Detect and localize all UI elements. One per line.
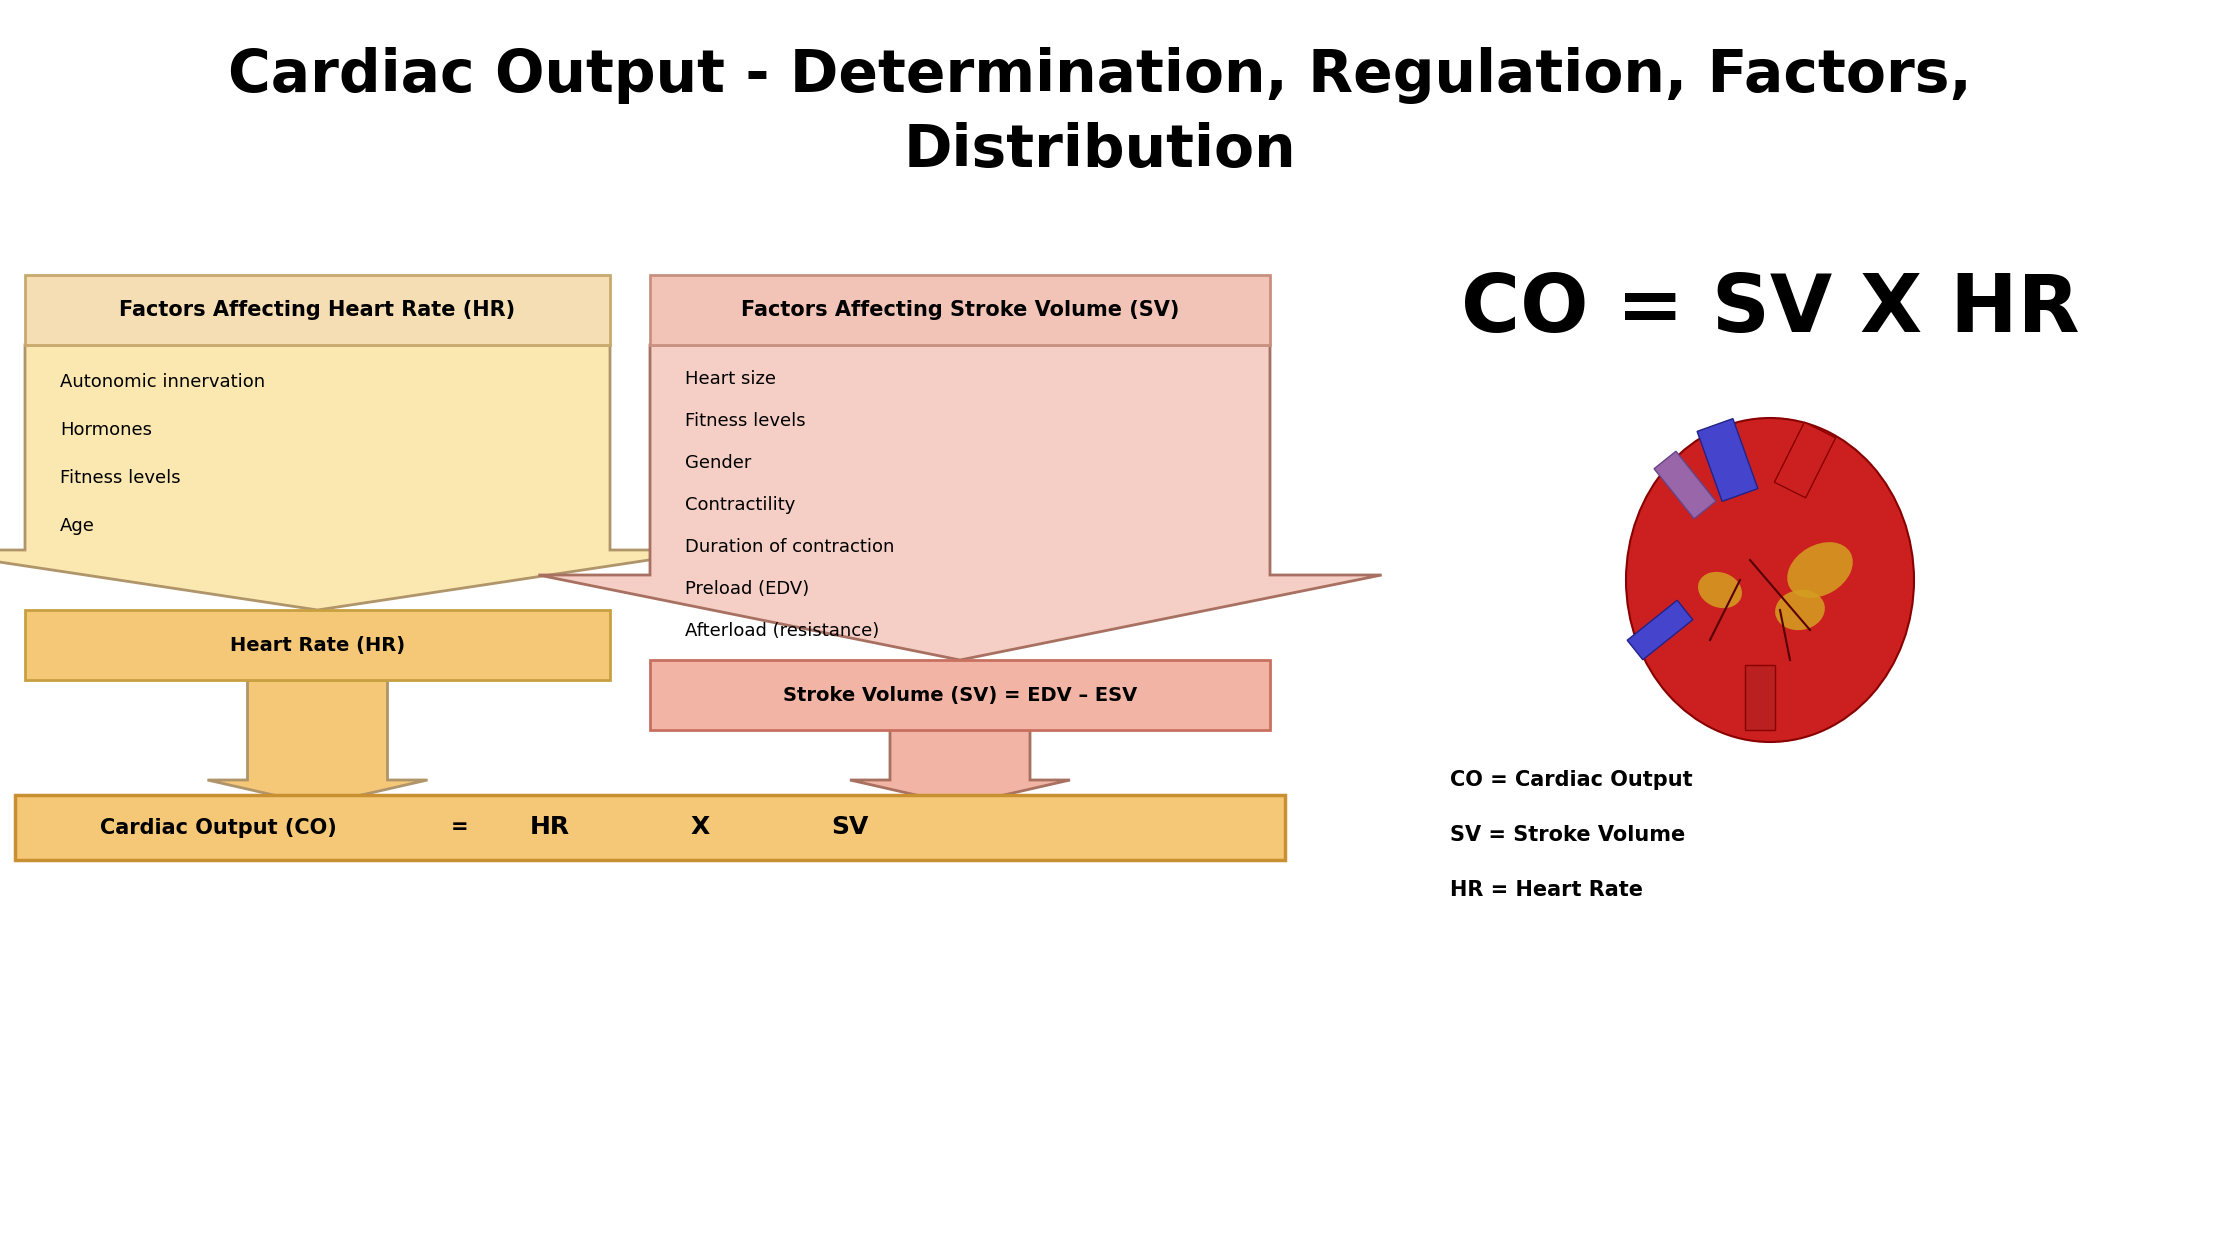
FancyArrow shape: [1745, 665, 1774, 730]
Text: Heart size: Heart size: [685, 370, 775, 388]
Text: Afterload (resistance): Afterload (resistance): [685, 622, 880, 640]
FancyBboxPatch shape: [25, 275, 609, 345]
Text: Contractility: Contractility: [685, 496, 795, 514]
FancyBboxPatch shape: [16, 795, 1286, 861]
Text: Factors Affecting Stroke Volume (SV): Factors Affecting Stroke Volume (SV): [741, 300, 1178, 320]
Ellipse shape: [1788, 542, 1852, 597]
Ellipse shape: [1774, 590, 1826, 630]
Text: Fitness levels: Fitness levels: [60, 469, 181, 488]
Text: Cardiac Output (CO): Cardiac Output (CO): [101, 818, 336, 838]
Text: SV = Stroke Volume: SV = Stroke Volume: [1449, 825, 1684, 845]
Ellipse shape: [1626, 418, 1913, 742]
Polygon shape: [538, 345, 1382, 660]
Text: Age: Age: [60, 517, 94, 536]
Text: Fitness levels: Fitness levels: [685, 412, 806, 430]
Polygon shape: [849, 730, 1071, 805]
Text: Duration of contraction: Duration of contraction: [685, 538, 894, 556]
FancyArrow shape: [1653, 451, 1716, 519]
Text: Preload (EDV): Preload (EDV): [685, 580, 809, 598]
FancyBboxPatch shape: [650, 660, 1270, 730]
Ellipse shape: [1698, 572, 1743, 609]
Text: Stroke Volume (SV) = EDV – ESV: Stroke Volume (SV) = EDV – ESV: [782, 685, 1138, 704]
Text: X: X: [690, 815, 710, 839]
Polygon shape: [208, 680, 428, 805]
Text: HR: HR: [531, 815, 569, 839]
Text: Autonomic innervation: Autonomic innervation: [60, 373, 264, 391]
Text: SV: SV: [831, 815, 869, 839]
FancyArrow shape: [1698, 418, 1758, 501]
Text: Factors Affecting Heart Rate (HR): Factors Affecting Heart Rate (HR): [119, 300, 515, 320]
Text: Hormones: Hormones: [60, 421, 152, 438]
Text: CO = Cardiac Output: CO = Cardiac Output: [1449, 770, 1693, 790]
Text: Cardiac Output - Determination, Regulation, Factors,: Cardiac Output - Determination, Regulati…: [228, 47, 1971, 103]
FancyArrow shape: [1774, 422, 1835, 498]
Text: Gender: Gender: [685, 454, 750, 472]
Text: Heart Rate (HR): Heart Rate (HR): [231, 635, 405, 654]
Text: CO = SV X HR: CO = SV X HR: [1460, 271, 2079, 349]
Polygon shape: [0, 345, 715, 610]
FancyBboxPatch shape: [25, 610, 609, 680]
Text: HR = Heart Rate: HR = Heart Rate: [1449, 879, 1642, 900]
FancyBboxPatch shape: [650, 275, 1270, 345]
FancyArrow shape: [1626, 600, 1693, 660]
Text: =: =: [450, 818, 468, 838]
Text: Distribution: Distribution: [903, 121, 1297, 179]
